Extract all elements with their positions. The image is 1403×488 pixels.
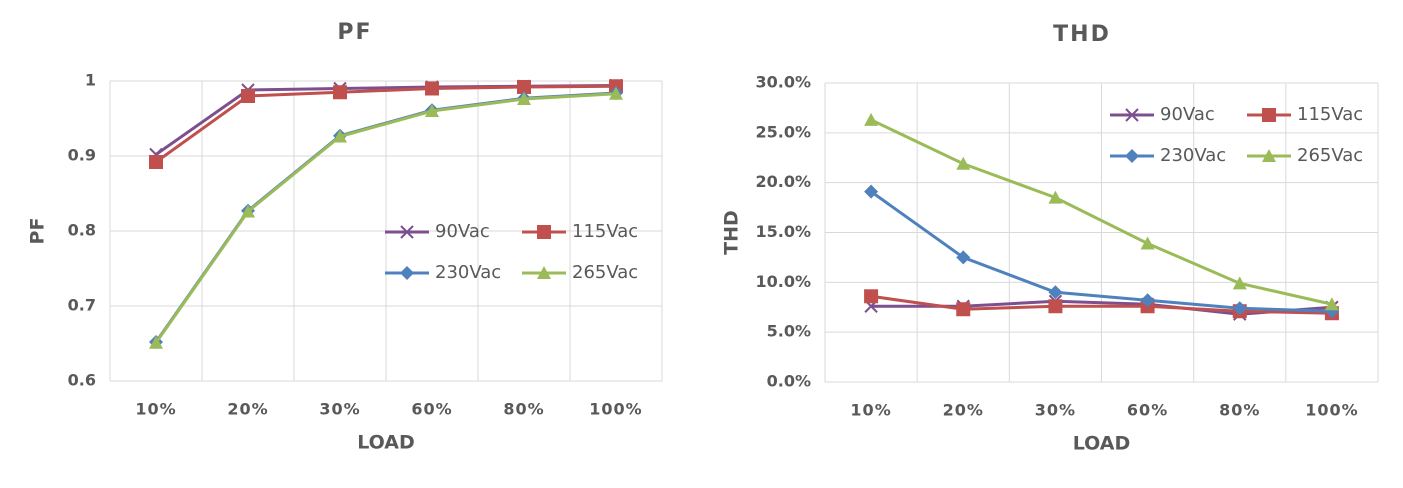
legend-label: 115Vac [1297,104,1363,125]
legend-marker [537,266,551,279]
legend-label: 90Vac [435,221,490,242]
x-tick-label: 30% [319,400,360,419]
y-tick-label: 0.6 [68,371,96,390]
point [425,81,439,96]
x-tick-label: 20% [943,401,984,420]
legend-marker [537,225,551,239]
point [425,104,439,117]
point [956,156,971,170]
point [1048,299,1063,314]
chart-title: PF [337,20,372,45]
chart: PF 0.6 0.7 0.8 0.9 1 10% 20% 30% 60% 80% 100% LOAD PF… [27,20,663,454]
legend-label: 90Vac [1160,104,1215,125]
legend-marker [1125,149,1139,163]
x-tick-label: 100% [1305,401,1358,420]
x-axis-title: LOAD [1073,433,1131,455]
series-line [154,92,617,344]
point [1232,276,1247,290]
point [1140,236,1155,250]
x-tick-label: 80% [1219,401,1260,420]
point [864,289,879,304]
y-tick-label: 0.9 [68,146,96,165]
y-tick-label: 20.0% [755,172,811,191]
y-tick-label: 0.8 [68,221,96,240]
point [956,250,971,265]
y-tick-label: 30.0% [755,73,811,92]
x-tick-label: 30% [1035,401,1076,420]
point [333,85,347,100]
point [956,302,971,317]
y-axis-title: THD [721,210,743,255]
point [1140,293,1155,308]
legend-marker [1125,108,1139,122]
x-axis-title: LOAD [357,432,415,454]
series-line [870,190,1332,313]
point [1048,285,1063,300]
point [149,155,163,169]
legend-label: 265Vac [572,262,638,283]
legend-label: 115Vac [572,221,638,242]
x-tick-label: 80% [503,400,544,419]
point [517,80,531,94]
legend-marker [1262,108,1276,122]
point [333,129,347,143]
y-tick-label: 15.0% [755,222,811,241]
series-line [870,294,1332,315]
point [241,89,255,103]
y-tick-label: 10.0% [755,272,811,291]
chart-title: THD [1053,22,1111,47]
series-line [155,84,617,164]
point [149,335,163,349]
point [1048,190,1063,204]
y-tick-label: 0.0% [767,372,811,391]
point [241,204,255,218]
y-tick-label: 25.0% [755,122,811,141]
point [1232,301,1247,316]
legend-label: 265Vac [1297,145,1363,166]
x-tick-label: 100% [589,400,642,419]
y-tick-label: 5.0% [767,322,811,341]
x-tick-label: 20% [227,400,268,419]
legend-marker [400,266,414,280]
point [864,112,879,126]
point [609,86,623,100]
legend-marker [400,225,414,239]
series-line [870,118,1333,306]
point [1324,297,1339,311]
point [517,92,531,105]
x-tick-label: 10% [135,400,176,419]
y-tick-label: 0.7 [68,296,96,315]
x-tick-label: 10% [850,401,891,420]
y-tick-label: 1 [85,71,96,90]
x-tick-label: 60% [411,400,452,419]
chart: THD 0.0% 5.0% 10.0% 15.0% 20.0% 25.0% 30.0% 10% 2… [721,22,1379,455]
legend-label: 230Vac [435,262,501,283]
legend-label: 230Vac [1160,145,1226,166]
y-axis-title: PF [27,218,49,245]
point [864,184,879,199]
legend-marker [1262,149,1276,162]
x-tick-label: 60% [1127,401,1168,420]
